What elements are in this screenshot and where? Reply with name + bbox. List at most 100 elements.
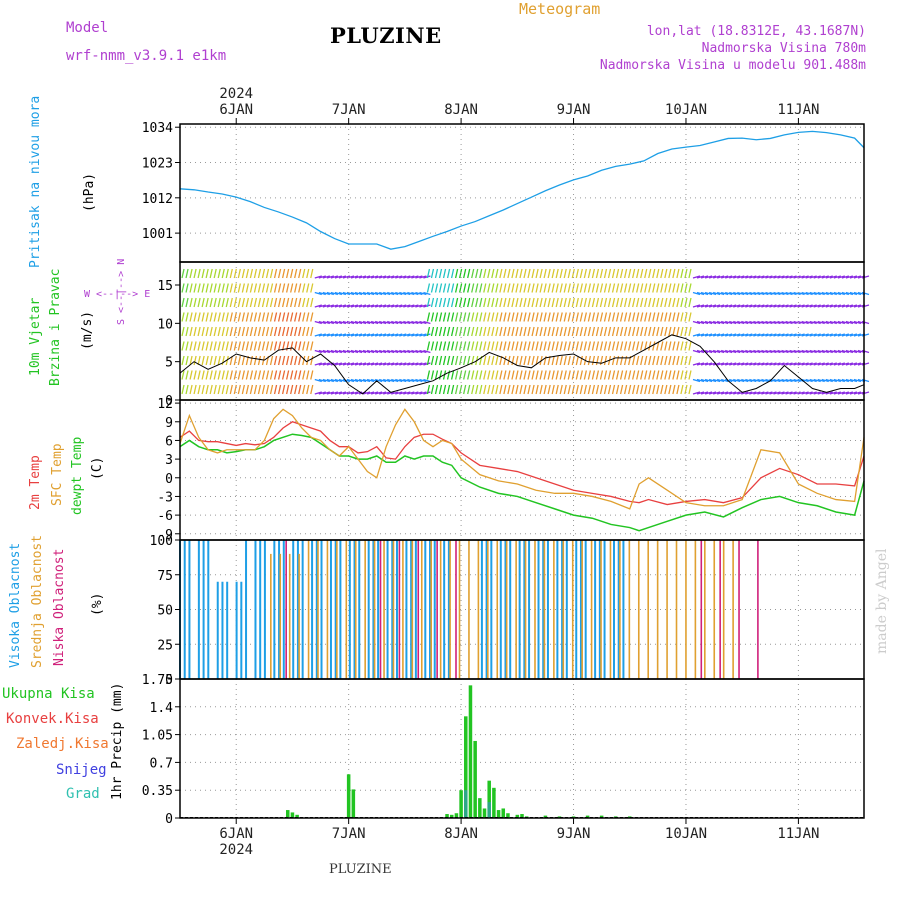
wind-barb xyxy=(627,312,632,322)
wind-barb xyxy=(716,362,725,366)
wind-barb xyxy=(591,312,596,322)
precip-total-bar xyxy=(571,816,576,818)
wind-barb xyxy=(640,283,644,293)
wind-barb xyxy=(623,283,628,293)
wind-barb xyxy=(737,362,745,366)
wind-barb xyxy=(334,320,343,325)
wind-barb xyxy=(749,378,757,383)
wind-barb xyxy=(387,275,395,279)
wind-barb xyxy=(615,297,620,308)
wind-barb xyxy=(358,304,367,308)
wind-barb xyxy=(813,275,821,279)
wind-barb xyxy=(209,312,213,322)
wind-barb xyxy=(773,275,781,279)
elevation-label: Nadmorska Visina 780m xyxy=(701,41,866,56)
wind-barb xyxy=(511,297,515,308)
wind-barb xyxy=(197,283,201,293)
wind-barb xyxy=(237,370,241,380)
wind-barb xyxy=(761,275,769,279)
wind-barb xyxy=(253,384,258,395)
wind-barb xyxy=(350,320,359,325)
wind-barb xyxy=(615,283,620,293)
wind-barb xyxy=(193,268,197,279)
wind-barb xyxy=(370,304,379,308)
precip-total-bar xyxy=(295,814,299,818)
wind-barb xyxy=(535,283,539,293)
wind-barb xyxy=(185,312,189,322)
wind-barb xyxy=(515,297,519,308)
wind-barb xyxy=(411,391,419,395)
wind-barb xyxy=(531,283,535,293)
wind-barb xyxy=(438,355,443,366)
wind-barb xyxy=(426,283,431,293)
wind-barb xyxy=(314,333,322,337)
wind-barb xyxy=(797,349,805,354)
wind-barb xyxy=(837,291,846,296)
wind-barb xyxy=(543,268,547,279)
wind-barb xyxy=(599,312,604,322)
wind-barb xyxy=(285,312,290,322)
wind-barb xyxy=(539,312,543,322)
wind-barb xyxy=(261,297,266,308)
wind-barb xyxy=(330,333,339,337)
wind-barb xyxy=(668,384,672,395)
wind-barb xyxy=(257,326,262,337)
wind-barb xyxy=(632,370,636,380)
wind-barb xyxy=(696,275,705,279)
wind-barb xyxy=(696,378,705,383)
wind-barb xyxy=(334,291,343,296)
wind-barb xyxy=(849,304,858,308)
wind-barb xyxy=(535,326,539,337)
wind-barb xyxy=(221,370,225,380)
wind-barb xyxy=(611,268,616,279)
wind-barb xyxy=(640,355,644,366)
wind-barb xyxy=(656,370,660,380)
wind-barb xyxy=(627,384,632,395)
wind-barb xyxy=(805,320,813,325)
wind-barb xyxy=(475,312,479,322)
wind-barb xyxy=(781,391,789,395)
wind-barb xyxy=(688,326,692,337)
wind-barb xyxy=(245,341,250,351)
wind-barb xyxy=(733,320,741,325)
wind-barb xyxy=(829,333,837,337)
wind-barb xyxy=(495,326,499,337)
wind-barb xyxy=(358,378,367,383)
wind-barb xyxy=(463,312,467,322)
wind-barb xyxy=(745,291,753,296)
wind-barb xyxy=(849,391,858,395)
precip-total-bar xyxy=(351,789,356,818)
wind-barb xyxy=(555,341,559,351)
wind-barb xyxy=(245,283,250,293)
wind-barb xyxy=(411,362,419,366)
wind-barb xyxy=(463,268,467,279)
wind-barb xyxy=(535,341,539,351)
wind-barb xyxy=(338,320,347,325)
wind-barb xyxy=(387,378,395,383)
wind-barb xyxy=(430,384,435,395)
footer-label: PLUZINE xyxy=(329,862,392,877)
wind-barb xyxy=(277,370,282,380)
wind-barb xyxy=(350,333,359,337)
wind-barb xyxy=(559,268,563,279)
wind-barb xyxy=(551,297,555,308)
wind-barb xyxy=(813,349,821,354)
wind-barb xyxy=(221,283,225,293)
wind-barb xyxy=(189,341,193,351)
wind-barb xyxy=(499,326,503,337)
wind-barb xyxy=(603,326,608,337)
wind-barb xyxy=(861,304,870,308)
wind-barb xyxy=(314,349,322,354)
wind-barb xyxy=(644,312,648,322)
temp-tick-label: 0 xyxy=(165,472,173,487)
wind-barb xyxy=(543,283,547,293)
wind-barb xyxy=(644,283,648,293)
wind-barb xyxy=(648,312,652,322)
wind-barb xyxy=(805,349,813,354)
wind-barb xyxy=(354,378,363,383)
wind-barb xyxy=(330,349,339,354)
wind-barb xyxy=(415,362,423,366)
wind-barb xyxy=(378,320,387,325)
wind-barb xyxy=(318,304,326,308)
precip-total-bar xyxy=(454,813,459,818)
